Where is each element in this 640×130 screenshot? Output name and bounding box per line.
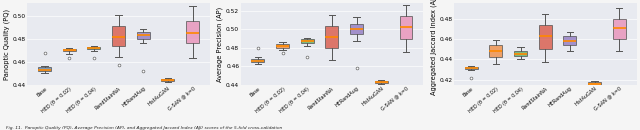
PathPatch shape bbox=[276, 44, 289, 48]
PathPatch shape bbox=[137, 32, 150, 39]
PathPatch shape bbox=[38, 67, 51, 71]
PathPatch shape bbox=[399, 16, 412, 38]
PathPatch shape bbox=[588, 82, 601, 86]
PathPatch shape bbox=[514, 51, 527, 56]
PathPatch shape bbox=[563, 36, 577, 45]
PathPatch shape bbox=[539, 25, 552, 49]
PathPatch shape bbox=[613, 19, 626, 39]
Text: Fig. 11.  Panoptic Quality (PQ), Average Precision (AP), and Aggregated Jaccard : Fig. 11. Panoptic Quality (PQ), Average … bbox=[6, 126, 283, 130]
Y-axis label: Panoptic Quality (PQ): Panoptic Quality (PQ) bbox=[3, 8, 10, 80]
Y-axis label: Average Precision (AP): Average Precision (AP) bbox=[217, 6, 223, 82]
PathPatch shape bbox=[350, 24, 363, 34]
PathPatch shape bbox=[88, 47, 100, 49]
Y-axis label: Aggregated Jaccard Index (AJI): Aggregated Jaccard Index (AJI) bbox=[430, 0, 436, 95]
PathPatch shape bbox=[375, 81, 388, 83]
PathPatch shape bbox=[63, 49, 76, 51]
PathPatch shape bbox=[161, 79, 174, 81]
PathPatch shape bbox=[301, 39, 314, 43]
PathPatch shape bbox=[465, 67, 477, 69]
PathPatch shape bbox=[186, 21, 199, 43]
PathPatch shape bbox=[490, 45, 502, 57]
PathPatch shape bbox=[326, 26, 339, 48]
PathPatch shape bbox=[112, 26, 125, 46]
PathPatch shape bbox=[252, 59, 264, 63]
